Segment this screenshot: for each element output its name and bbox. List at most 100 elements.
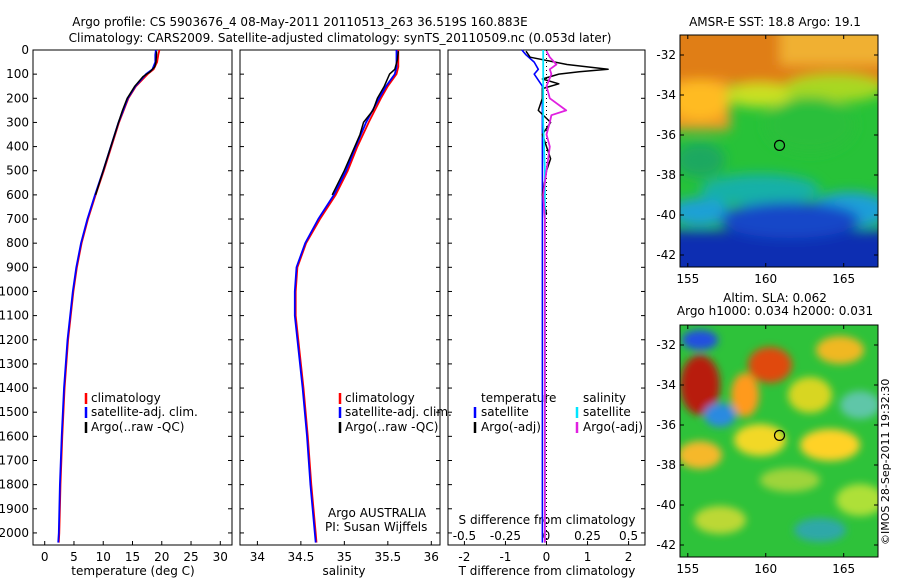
sla-map-title-2: Argo h1000: 0.034 h2000: 0.031	[676, 304, 874, 318]
sst-map-y-tick-label: -32	[656, 48, 676, 62]
x-tick-label: 2	[625, 550, 633, 564]
panel-frame-temperature	[32, 49, 233, 546]
x-tick-label: 10	[96, 550, 111, 564]
legend-climatology: climatology	[91, 391, 161, 405]
salinity-climatology-line	[294, 50, 400, 543]
sst-map-x-tick-label: 165	[832, 272, 855, 286]
x-tick-label: 34	[250, 550, 265, 564]
sla-map-x-tick-label: 160	[754, 562, 777, 576]
sla-map-title-1: Altim. SLA: 0.062	[723, 291, 827, 305]
depth-tick-label: 300	[6, 115, 29, 129]
depth-tick-label: 400	[6, 140, 29, 154]
title-line1: Argo profile: CS 5903676_4 08-May-2011 2…	[72, 15, 528, 29]
sal-legend-argo: Argo(..raw -QC)	[345, 420, 439, 434]
depth-tick-label: 1500	[0, 405, 29, 419]
x-tick-label: 36	[424, 550, 439, 564]
diff-legend-salinity: salinity	[583, 391, 627, 405]
x2-tick-label: 0	[543, 529, 551, 543]
depth-tick-label: 600	[6, 188, 29, 202]
depth-tick-label: 500	[6, 164, 29, 178]
x-tick-label: 25	[183, 550, 198, 564]
depth-tick-label: 1000	[0, 284, 29, 298]
t-diff-x-label: T difference from climatology	[458, 564, 636, 578]
credit-line1: Argo AUSTRALIA	[328, 506, 427, 520]
legend-argo: Argo(..raw -QC)	[91, 420, 185, 434]
diff-legend-s-argo: Argo(-adj)	[583, 420, 643, 434]
sla-map-y-tick-label: -38	[656, 458, 676, 472]
salinity-argo-line	[331, 51, 400, 196]
depth-tick-label: 200	[6, 91, 29, 105]
diff-legend-t-argo: Argo(-adj)	[481, 420, 541, 434]
panel-frame-salinity	[239, 49, 441, 546]
depth-tick-label: 1200	[0, 333, 29, 347]
depth-tick-label: 0	[21, 43, 29, 57]
sst-map-y-tick-label: -34	[656, 88, 676, 102]
sal-legend-climatology: climatology	[345, 391, 415, 405]
temperature-argo-line	[94, 51, 158, 196]
x2-tick-label: -0.5	[453, 529, 476, 543]
sst-map-x-tick-label: 160	[754, 272, 777, 286]
depth-tick-label: 1900	[0, 502, 29, 516]
temperature-satellite-line	[57, 49, 157, 543]
sst-map-y-tick-label: -42	[656, 248, 676, 262]
sst-map-argo-marker	[773, 139, 786, 151]
depth-tick-label: 100	[6, 67, 29, 81]
sst-map-y-tick-label: -36	[656, 128, 676, 142]
x-tick-label: 35.5	[374, 550, 401, 564]
depth-tick-label: 1700	[0, 453, 29, 467]
diff-salinity-argo-line	[542, 50, 568, 543]
x2-tick-label: 0.25	[574, 529, 601, 543]
diff-temperature-argo-line	[525, 50, 609, 215]
temperature-climatology-line	[57, 49, 161, 543]
sla-field	[680, 325, 878, 557]
sla-map-y-tick-label: -42	[656, 538, 676, 552]
salinity-satellite-line	[293, 50, 398, 543]
depth-tick-label: 800	[6, 236, 29, 250]
sal-legend-satellite: satellite-adj. clim.	[345, 405, 452, 419]
depth-tick-label: 700	[6, 212, 29, 226]
sla-map-x-tick-label: 165	[832, 562, 855, 576]
sla-map-y-tick-label: -36	[656, 418, 676, 432]
sla-map-y-tick-label: -34	[656, 378, 676, 392]
diff-temperature-satellite-line	[521, 49, 544, 543]
diff-legend-s-satellite: satellite	[583, 405, 631, 419]
diff-legend-t-satellite: satellite	[481, 405, 529, 419]
depth-tick-label: 1600	[0, 429, 29, 443]
credit-line2: PI: Susan Wijffels	[325, 520, 428, 534]
sst-map-y-tick-label: -38	[656, 168, 676, 182]
x-tick-label: 0	[41, 550, 49, 564]
x-tick-label: 20	[154, 550, 169, 564]
x-tick-label: 5	[70, 550, 78, 564]
x-tick-label: 35	[337, 550, 352, 564]
depth-tick-label: 1400	[0, 381, 29, 395]
x2-tick-label: 0.5	[619, 529, 638, 543]
x-tick-label: 1	[584, 550, 592, 564]
depth-tick-label: 1300	[0, 357, 29, 371]
x2-tick-label: -0.25	[490, 529, 521, 543]
depth-tick-label: 2000	[0, 526, 29, 540]
sst-map-title: AMSR-E SST: 18.8 Argo: 19.1	[689, 15, 861, 29]
sla-map-frame	[679, 324, 879, 558]
sst-field	[680, 35, 878, 267]
x-tick-label: 30	[213, 550, 228, 564]
depth-tick-label: 1800	[0, 478, 29, 492]
title-line2: Climatology: CARS2009. Satellite-adjuste…	[68, 31, 612, 45]
diff-legend-temperature: temperature	[481, 391, 557, 405]
legend-satellite: satellite-adj. clim.	[91, 405, 198, 419]
x-tick-label: 34.5	[288, 550, 315, 564]
x-tick-label: -1	[499, 550, 511, 564]
x-tick-label: 15	[125, 550, 140, 564]
temperature-x-label: temperature (deg C)	[71, 564, 195, 578]
sst-map-frame	[679, 34, 879, 268]
sla-map-y-tick-label: -32	[656, 338, 676, 352]
sla-map-y-tick-label: -40	[656, 498, 676, 512]
depth-tick-label: 900	[6, 260, 29, 274]
sla-map-argo-marker	[773, 429, 786, 441]
s-diff-x-label: S difference from climatology	[458, 513, 636, 527]
x-tick-label: -2	[458, 550, 470, 564]
sla-map-x-tick-label: 155	[676, 562, 699, 576]
salinity-x-label: salinity	[322, 564, 366, 578]
sst-map-x-tick-label: 155	[676, 272, 699, 286]
x-tick-label: 0	[543, 550, 551, 564]
